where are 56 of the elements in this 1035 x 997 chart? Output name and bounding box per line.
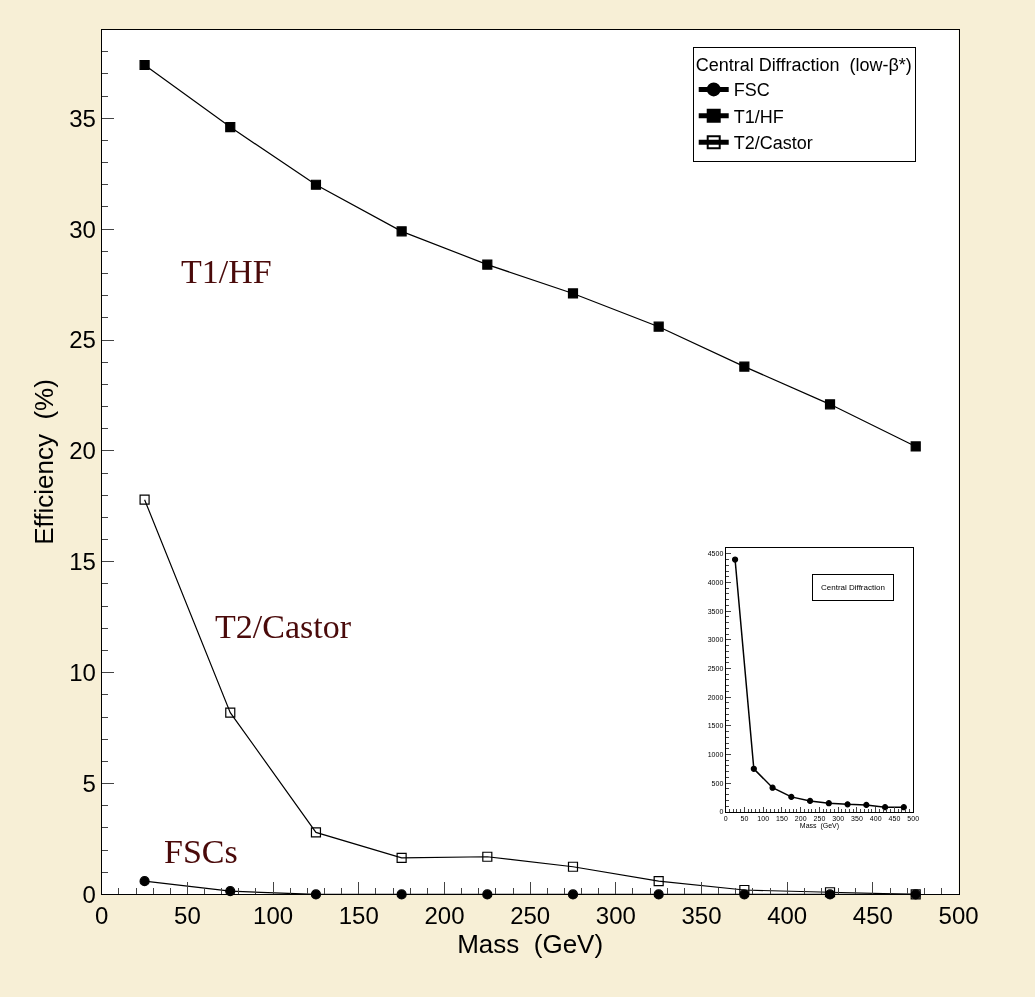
point bbox=[567, 288, 579, 299]
point bbox=[739, 361, 750, 372]
y-tick-label: 30 bbox=[69, 215, 96, 243]
annotation: T2/Castor bbox=[215, 608, 352, 645]
legend-label: T2/Castor bbox=[733, 133, 813, 154]
point bbox=[731, 556, 739, 563]
y-tick-label: 0 bbox=[82, 880, 96, 908]
point bbox=[139, 59, 150, 71]
y-tick-label: 35 bbox=[69, 104, 96, 132]
point bbox=[396, 852, 407, 863]
x-tick-label: 150 bbox=[338, 902, 379, 930]
legend-title: Central Diffraction (low-β*) bbox=[695, 55, 912, 76]
y-tick-label: 15 bbox=[69, 548, 96, 576]
y-axis-title: Efficiency (%) bbox=[28, 379, 59, 545]
point bbox=[396, 226, 407, 237]
annotation: FSCs bbox=[164, 833, 238, 870]
y-tick-label: 20 bbox=[69, 437, 96, 465]
y-tick-label: 5 bbox=[82, 769, 96, 797]
point bbox=[806, 797, 814, 805]
point bbox=[824, 399, 836, 410]
point bbox=[900, 804, 907, 811]
x-axis-title: Mass (GeV) bbox=[457, 929, 604, 960]
x-tick-label: 100 bbox=[253, 902, 294, 930]
point bbox=[844, 801, 851, 808]
point bbox=[310, 179, 322, 190]
x-tick-label: 500 bbox=[938, 902, 979, 930]
point bbox=[225, 122, 236, 133]
point bbox=[139, 876, 150, 887]
point bbox=[567, 861, 579, 872]
point bbox=[750, 765, 757, 772]
point bbox=[310, 827, 322, 838]
point bbox=[910, 441, 921, 452]
x-tick-label: 350 bbox=[681, 902, 722, 930]
point bbox=[881, 804, 889, 811]
point bbox=[788, 793, 795, 800]
point bbox=[825, 800, 832, 807]
legend-label: FSC bbox=[733, 80, 770, 101]
annotation: T1/HF bbox=[181, 253, 272, 290]
point bbox=[139, 494, 150, 505]
x-tick-label: 200 bbox=[424, 902, 465, 930]
point bbox=[482, 259, 493, 270]
point bbox=[225, 707, 236, 718]
point bbox=[653, 876, 664, 887]
x-tick-label: 300 bbox=[595, 902, 636, 930]
y-tick-label: 25 bbox=[69, 326, 96, 354]
x-tick-label: 50 bbox=[174, 902, 201, 930]
x-tick-label: 450 bbox=[852, 902, 893, 930]
point bbox=[769, 784, 776, 791]
point bbox=[482, 851, 493, 862]
legend-label: T1/HF bbox=[733, 106, 784, 127]
x-tick-label: 250 bbox=[510, 902, 551, 930]
point bbox=[863, 801, 870, 809]
x-tick-label: 400 bbox=[767, 902, 808, 930]
point bbox=[653, 321, 664, 332]
legend-title: Central Diffraction bbox=[821, 583, 885, 592]
y-tick-label: 10 bbox=[69, 659, 96, 687]
